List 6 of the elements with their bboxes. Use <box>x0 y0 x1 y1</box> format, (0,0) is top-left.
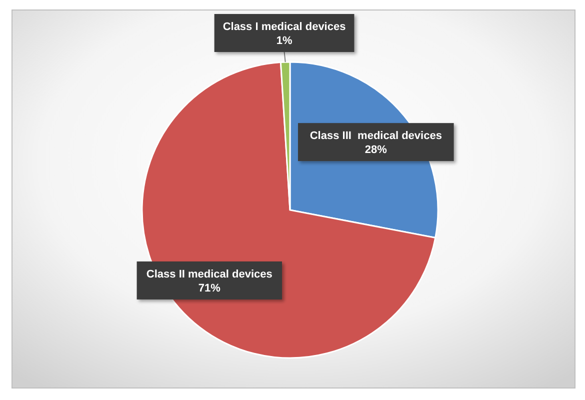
data-label: 1% <box>276 34 292 47</box>
slice-label: Class III medical devices <box>310 130 442 142</box>
data-label: 71% <box>198 282 221 294</box>
data-label: 28% <box>364 144 388 156</box>
slice-label: Class I medical devices <box>222 20 346 33</box>
slice-label: Class II medical devices <box>146 268 272 280</box>
